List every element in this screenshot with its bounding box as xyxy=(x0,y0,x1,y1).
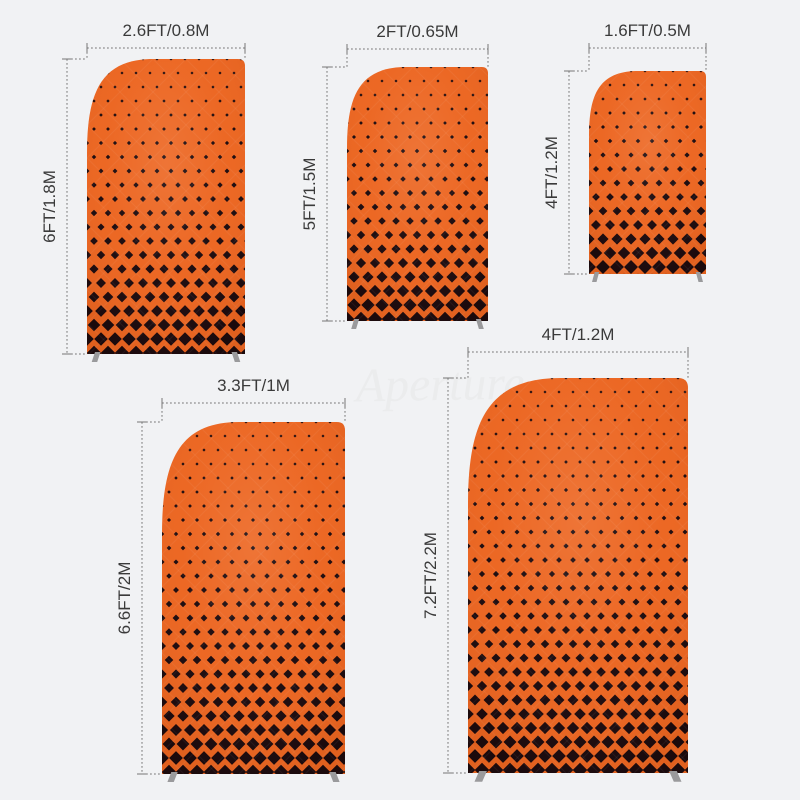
svg-text:5FT/1.5M: 5FT/1.5M xyxy=(300,158,319,231)
svg-text:3.3FT/1M: 3.3FT/1M xyxy=(217,376,290,395)
svg-text:7.2FT/2.2M: 7.2FT/2.2M xyxy=(421,532,440,619)
svg-text:2FT/0.65M: 2FT/0.65M xyxy=(376,22,458,41)
svg-text:4FT/1.2M: 4FT/1.2M xyxy=(542,325,615,344)
svg-text:6.6FT/2M: 6.6FT/2M xyxy=(115,562,134,635)
svg-text:4FT/1.2M: 4FT/1.2M xyxy=(542,136,561,209)
svg-text:2.6FT/0.8M: 2.6FT/0.8M xyxy=(123,21,210,40)
svg-text:6FT/1.8M: 6FT/1.8M xyxy=(40,170,59,243)
svg-text:1.6FT/0.5M: 1.6FT/0.5M xyxy=(604,21,691,40)
